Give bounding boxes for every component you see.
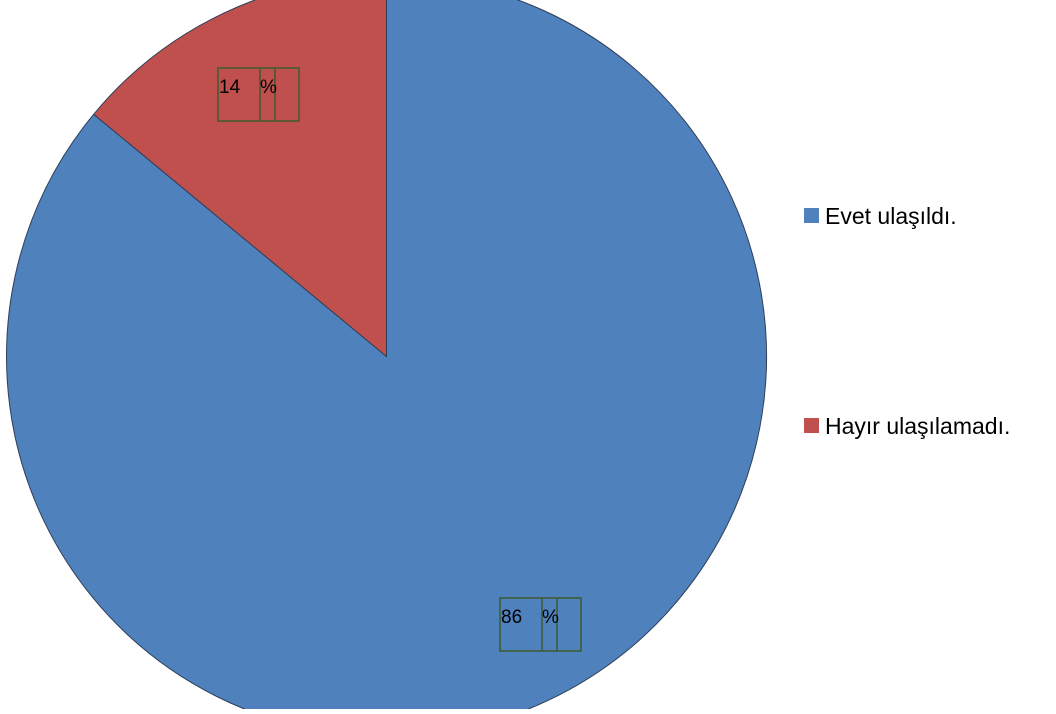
pie-data-labels: 86 %14% [217,67,582,652]
legend-swatch [804,208,819,223]
data-label-box [217,67,300,122]
data-label-1: 86% [499,597,582,652]
data-label-suffix: % [542,607,559,628]
legend-item-2: Hayır ulaşılamadı. [804,413,1010,439]
legend-item-1: Evet ulaşıldı. [804,203,957,229]
data-label-2: 14% [217,67,300,122]
pie-slices [6,0,767,714]
pie-slice-2 [93,0,387,358]
chart-legend: Evet ulaşıldı. Hayır ulaşılamadı. [804,203,1010,439]
data-label-suffix: % [260,77,277,98]
legend-label: Hayır ulaşılamadı. [825,413,1010,439]
data-label-value: 14 [219,77,241,98]
legend-swatch [804,418,819,433]
data-label-box [499,597,582,652]
legend-label: Evet ulaşıldı. [825,203,957,229]
data-label-value: 86 [501,607,522,628]
